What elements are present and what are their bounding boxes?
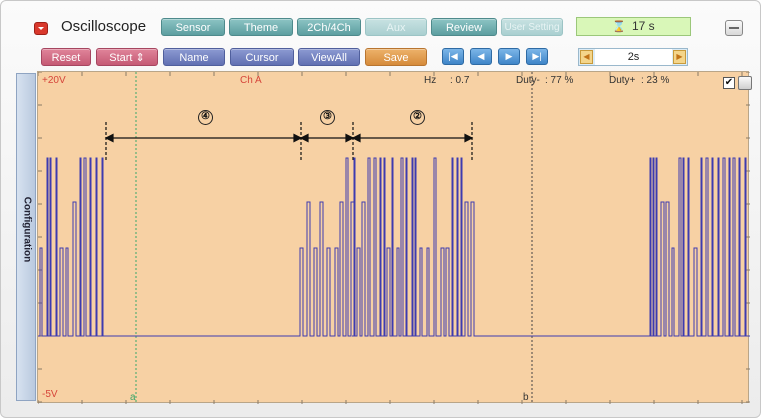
annotation-2: ② — [410, 110, 425, 125]
timebase-control: ◀ 2s ▶ — [578, 48, 688, 66]
checkbox-icon[interactable]: ✔ — [723, 77, 735, 89]
start-label: Start — [109, 52, 133, 64]
cursor-a-label: a — [130, 392, 136, 403]
user-setting-button: User Setting — [501, 18, 563, 36]
updown-icon: ⇕ — [135, 52, 145, 64]
aux-button: Aux — [365, 18, 427, 36]
y-max-label: +20V — [42, 75, 66, 86]
hz-label: Hz — [424, 75, 437, 86]
duty-minus-value: : 77 % — [545, 75, 574, 86]
theme-button[interactable]: Theme — [229, 18, 293, 36]
first-page-button[interactable]: |◀ — [442, 48, 464, 65]
timer-value: 17 s — [632, 19, 655, 33]
configuration-tab[interactable]: Configuration — [16, 73, 36, 401]
minimize-icon[interactable] — [725, 20, 743, 36]
app-menu-icon[interactable] — [34, 22, 48, 35]
waveform-plot — [38, 72, 750, 404]
hz-value: : 0.7 — [450, 75, 470, 86]
timebase-value: 2s — [595, 49, 672, 65]
scope-screen[interactable]: +20V -5V Ch A Hz : 0.7 Duty- : 77 % Duty… — [37, 71, 752, 404]
reset-button[interactable]: Reset — [41, 48, 91, 66]
start-button[interactable]: Start ⇕ — [96, 48, 158, 66]
duty-plus-value: : 23 % — [641, 75, 670, 86]
save-button[interactable]: Save — [365, 48, 427, 66]
sensor-button[interactable]: Sensor — [161, 18, 225, 36]
last-page-button[interactable]: ▶| — [526, 48, 548, 65]
channels-button[interactable]: 2Ch/4Ch — [297, 18, 361, 36]
name-button[interactable]: Name — [163, 48, 225, 66]
review-button[interactable]: Review — [431, 18, 497, 36]
timebase-increase-button[interactable]: ▶ — [673, 50, 686, 64]
annotation-3: ③ — [320, 110, 335, 125]
timer-display: ⌛ 17 s — [576, 17, 691, 36]
panel-menu-icon[interactable] — [738, 76, 752, 90]
duty-plus-label: Duty+ — [609, 75, 636, 86]
next-page-button[interactable]: ▶ — [498, 48, 520, 65]
app-title: Oscilloscope — [61, 18, 147, 35]
hourglass-icon: ⌛ — [612, 21, 626, 33]
configuration-label: Configuration — [21, 196, 33, 263]
duty-minus-label: Duty- — [516, 75, 540, 86]
waveform-trace — [38, 157, 750, 337]
annotation-4: ④ — [198, 110, 213, 125]
prev-page-button[interactable]: ◀ — [470, 48, 492, 65]
channel-label: Ch A — [240, 75, 262, 86]
viewall-button[interactable]: ViewAll — [298, 48, 360, 66]
timebase-decrease-button[interactable]: ◀ — [580, 50, 593, 64]
cursor-b-label: b — [523, 392, 529, 403]
cursor-button[interactable]: Cursor — [230, 48, 294, 66]
y-min-label: -5V — [42, 389, 58, 400]
